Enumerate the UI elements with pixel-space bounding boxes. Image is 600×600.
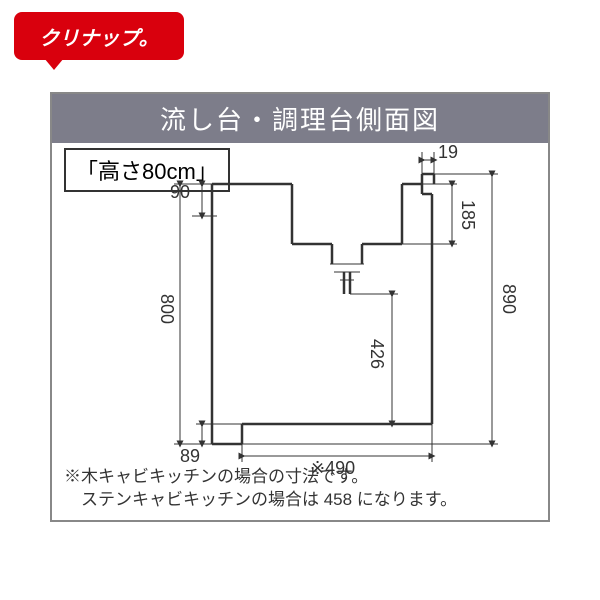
diagram-title: 流し台・調理台側面図 <box>52 94 548 143</box>
dim-426: 426 <box>366 339 387 369</box>
diagram-frame: 流し台・調理台側面図 「高さ80cm」 <box>50 92 550 522</box>
footnote-line-1: ※木キャビキッチンの場合の寸法です。 <box>64 466 457 489</box>
dim-90: 90 <box>170 182 190 203</box>
dim-89: 89 <box>180 446 200 467</box>
footnote: ※木キャビキッチンの場合の寸法です。 ステンキャビキッチンの場合は 458 にな… <box>64 466 457 512</box>
dim-19: 19 <box>438 142 458 163</box>
drawing-svg <box>52 144 552 474</box>
side-view-drawing: 19 90 185 800 890 426 89 ※490 <box>52 144 552 474</box>
brand-logo: クリナップ。 <box>14 12 184 60</box>
dim-800: 800 <box>156 294 177 324</box>
dim-185: 185 <box>457 200 478 230</box>
dim-890: 890 <box>498 284 519 314</box>
brand-logo-text: クリナップ。 <box>39 22 158 51</box>
footnote-line-2: ステンキャビキッチンの場合は 458 になります。 <box>64 489 457 512</box>
